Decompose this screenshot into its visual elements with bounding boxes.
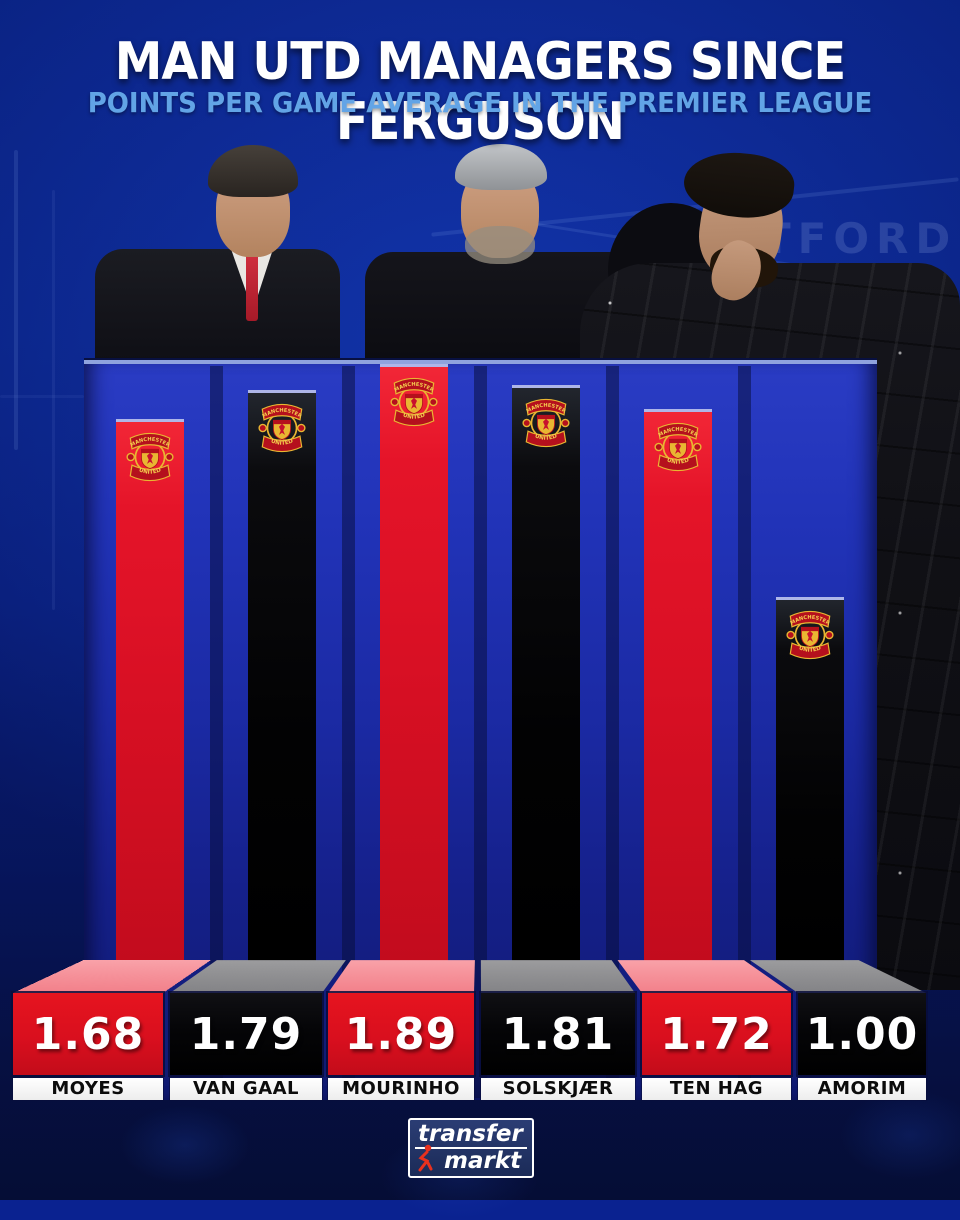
column-divider: [342, 366, 355, 1098]
manchester-united-crest-icon: [256, 398, 308, 458]
value-moyes: 1.68: [31, 1008, 145, 1060]
manchester-united-crest-icon: [652, 417, 704, 477]
chart-panel-top-highlight: [84, 360, 877, 364]
value-ten-hag: 1.72: [660, 1008, 773, 1060]
stadium-truss: [0, 395, 84, 398]
transfermarkt-logo-inner: transfer markt: [410, 1120, 532, 1176]
background-glow: [120, 1105, 250, 1185]
manchester-united-crest-icon: [784, 605, 836, 665]
pedestal-van-gaal: 1.79 VAN GAAL: [170, 993, 322, 1100]
mourinho-hair: [455, 144, 547, 190]
transfermarkt-logo: transfer markt: [408, 1118, 534, 1178]
pedestal-ten-hag: 1.72 TEN HAG: [642, 993, 791, 1100]
value-face: 1.72: [642, 993, 791, 1075]
value-face: 1.89: [328, 993, 474, 1075]
manchester-united-crest-icon: [124, 427, 176, 487]
transfermarkt-wordmark-bottom: markt: [444, 1148, 522, 1174]
column-divider: [738, 366, 751, 1098]
value-mourinho: 1.89: [344, 1008, 458, 1060]
pedestal-solskjaer: 1.81 SOLSKJÆR: [481, 993, 635, 1100]
pedestal-mourinho: 1.89 MOURINHO: [328, 993, 474, 1100]
pedestal-amorim: 1.00 AMORIM: [798, 993, 926, 1100]
transfermarkt-wordmark-top: transfer: [418, 1121, 523, 1147]
label-ten-hag: TEN HAG: [642, 1078, 791, 1100]
manchester-united-crest-icon: [388, 372, 440, 432]
pedestal-top-solskjaer: [480, 960, 635, 993]
bar-mourinho: [380, 364, 448, 970]
value-face: 1.00: [798, 993, 926, 1075]
footballer-icon: [418, 1144, 433, 1172]
value-face: 1.81: [481, 993, 635, 1075]
label-van-gaal: VAN GAAL: [170, 1078, 322, 1100]
van-gaal-suit: [95, 249, 340, 360]
column-divider: [474, 366, 487, 1098]
label-amorim: AMORIM: [798, 1078, 926, 1100]
label-moyes: MOYES: [13, 1078, 163, 1100]
manchester-united-crest-icon: [520, 393, 572, 453]
column-divider: [210, 366, 223, 1098]
mourinho-beard: [465, 226, 535, 264]
mourinho-photo: [365, 140, 650, 360]
van-gaal-hair: [208, 145, 298, 197]
value-amorim: 1.00: [805, 1008, 919, 1060]
bar-amorim: [776, 597, 844, 970]
bar-ten-hag: [644, 408, 712, 970]
page-subtitle: POINTS PER GAME AVERAGE IN THE PREMIER L…: [87, 86, 873, 119]
label-solskjaer: SOLSKJÆR: [481, 1078, 635, 1100]
bar-van-gaal: [248, 390, 316, 970]
pedestal-top-mourinho: [328, 960, 475, 993]
stadium-truss: [14, 150, 18, 450]
background-glow: [840, 1090, 960, 1180]
value-face: 1.79: [170, 993, 322, 1075]
transfermarkt-logo-rule: [415, 1147, 527, 1149]
label-mourinho: MOURINHO: [328, 1078, 474, 1100]
column-divider: [606, 366, 619, 1098]
pedestal-moyes: 1.68 MOYES: [13, 993, 163, 1100]
stadium-lettering: TFORD: [762, 214, 958, 263]
pedestal-lids: [0, 927, 960, 993]
van-gaal-photo: [95, 145, 340, 360]
stadium-truss: [52, 190, 55, 610]
value-solskjaer: 1.81: [501, 1008, 615, 1060]
bar-solskjaer: [512, 385, 580, 970]
van-gaal-tie: [246, 251, 258, 321]
value-face: 1.68: [13, 993, 163, 1075]
value-van-gaal: 1.79: [189, 1008, 303, 1060]
bar-moyes: [116, 419, 184, 970]
page-title: MAN UTD MANAGERS SINCE FERGUSON: [114, 32, 847, 152]
